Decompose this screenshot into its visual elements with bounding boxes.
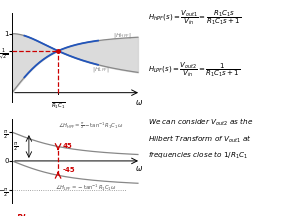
Text: $\omega$: $\omega$ [135, 164, 143, 173]
Text: $\omega$: $\omega$ [135, 98, 143, 107]
Text: $\frac{\pi}{2}$: $\frac{\pi}{2}$ [13, 140, 18, 153]
Text: $\overline{R_1C_1}$: $\overline{R_1C_1}$ [51, 100, 65, 111]
Text: $H_{LPF}(s) = \dfrac{V_{out2}}{V_{in}} = \dfrac{1}{R_1C_1s+1}$: $H_{LPF}(s) = \dfrac{V_{out2}}{V_{in}} =… [148, 60, 241, 79]
Text: -45: -45 [63, 167, 75, 173]
Text: Phase response: Phase response [17, 214, 85, 216]
Text: $H_{HPF}(s) = \dfrac{V_{out1}}{V_{in}} = \dfrac{R_1C_1s}{R_1C_1s+1}$: $H_{HPF}(s) = \dfrac{V_{out1}}{V_{in}} =… [148, 9, 242, 27]
Text: We can consider $V_{out2}$ as the
Hilbert Transform of $V_{out1}$ at
frequencies: We can consider $V_{out2}$ as the Hilber… [148, 117, 254, 161]
Text: $|H_{LPF}|$: $|H_{LPF}|$ [92, 65, 110, 74]
Text: $\angle H_{LPF} = -\tan^{-1} R_1C_1\omega$: $\angle H_{LPF} = -\tan^{-1} R_1C_1\omeg… [55, 183, 117, 193]
Text: $\angle H_{HPF} = \frac{\pi}{2} - \tan^{-1} R_1C_1\omega$: $\angle H_{HPF} = \frac{\pi}{2} - \tan^{… [58, 121, 123, 132]
Text: Amplitude response: Amplitude response [14, 126, 100, 135]
Text: $|H_{HPF}|$: $|H_{HPF}|$ [113, 31, 132, 40]
Text: 45: 45 [63, 143, 72, 149]
